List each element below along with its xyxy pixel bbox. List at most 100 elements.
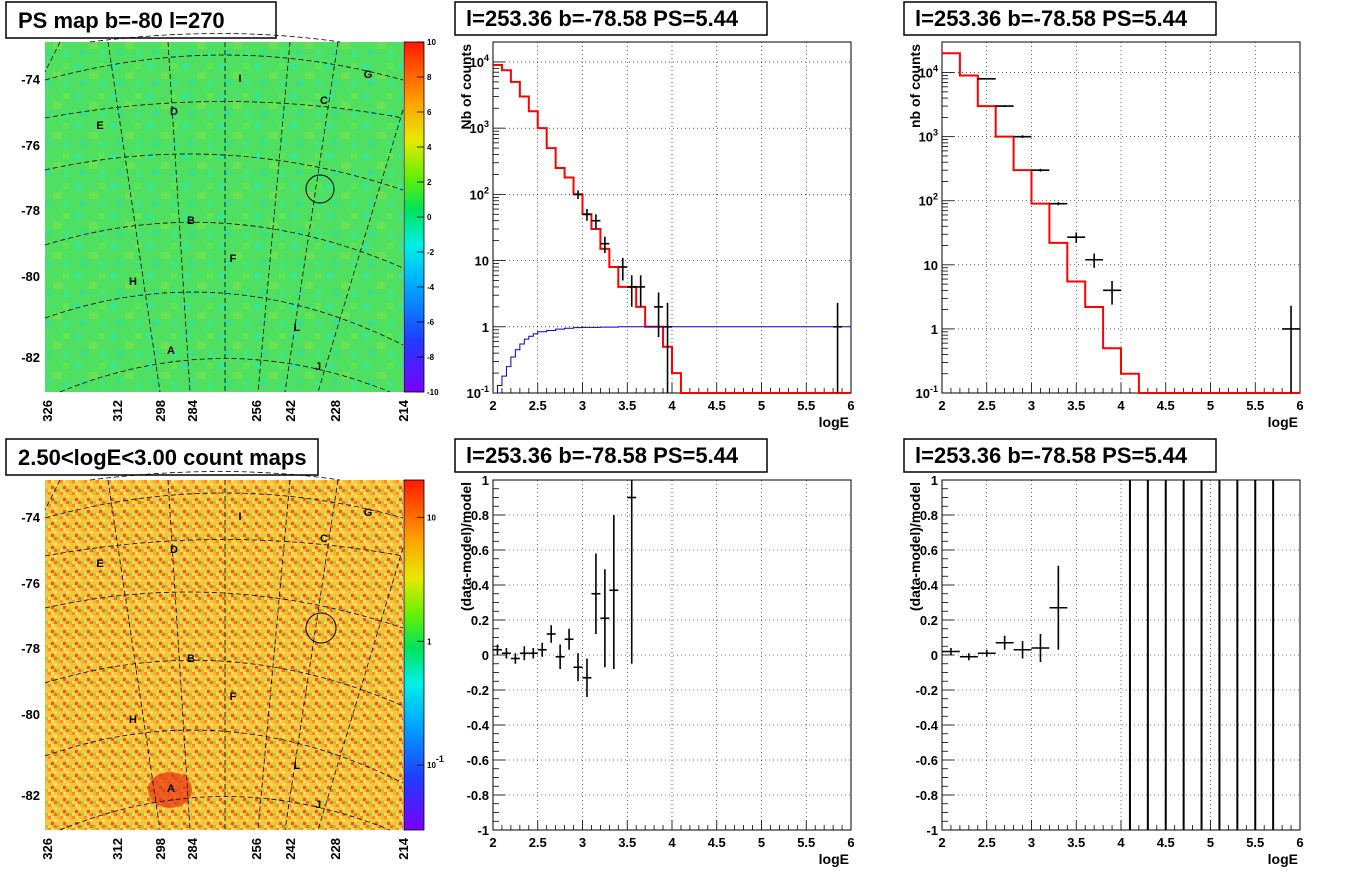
map-region-label: F: [230, 253, 237, 265]
map-x-tick-label: 298: [153, 838, 168, 860]
y-tick-label: 10-1: [916, 384, 938, 401]
count-map-title-box: [5, 438, 319, 476]
y-tick-label: 104: [470, 53, 489, 70]
y-axis-label: (data-model)/model: [907, 482, 923, 611]
x-tick-label: 3: [1028, 835, 1035, 850]
x-tick-label: 4.5: [1157, 835, 1175, 850]
colorbar-tick-label: 10: [427, 513, 436, 522]
y-tick-label: -1: [477, 823, 489, 838]
y-tick-label: -0.4: [467, 718, 490, 733]
map-region-label: L: [294, 760, 301, 772]
y-tick-label: -1: [926, 823, 938, 838]
colorbar-tick-label: 6: [427, 108, 432, 117]
map-x-tick-label: 228: [328, 400, 343, 422]
count-map-source-circle: [305, 612, 337, 644]
residual-1-title: l=253.36 b=-78.58 PS=5.44: [466, 443, 739, 468]
map-y-tick-label: -82: [21, 788, 40, 803]
colorbar-tick-label: -2: [427, 248, 435, 257]
map-region-label: J: [315, 799, 321, 811]
x-tick-label: 5.5: [797, 835, 815, 850]
y-tick-label: 0.2: [471, 613, 489, 628]
x-tick-label: 5.5: [1246, 835, 1264, 850]
colorbar-tick-label: -10: [427, 388, 439, 397]
colorbar-tick-label: 4: [427, 143, 432, 152]
map-region-label: E: [96, 120, 103, 132]
colorbar-tick-label: -6: [427, 318, 435, 327]
colorbar-tick-label: 10: [427, 38, 436, 47]
spectrum-1-title: l=253.36 b=-78.58 PS=5.44: [466, 6, 739, 31]
map-region-label: I: [238, 73, 241, 85]
map-region-label: H: [129, 714, 137, 726]
x-tick-label: 3.5: [1067, 835, 1085, 850]
map-x-tick-label: 256: [249, 838, 264, 860]
y-tick-label: 0: [482, 648, 489, 663]
map-region-label: I: [238, 511, 241, 523]
y-tick-label: 0.8: [471, 508, 489, 523]
map-x-tick-label: 312: [110, 400, 125, 422]
y-axis-label: nb of counts: [907, 44, 923, 128]
ps-map-colorbar: [404, 42, 424, 392]
x-tick-label: 4: [668, 398, 676, 413]
y-tick-label: 0.2: [920, 613, 938, 628]
colorbar-tick-label: 10-1: [427, 754, 444, 770]
x-tick-label: 2.5: [529, 835, 547, 850]
map-y-tick-label: -78: [21, 641, 40, 656]
map-x-tick-label: 256: [249, 400, 264, 422]
y-tick-label: 0.4: [471, 578, 490, 593]
map-region-label: B: [187, 653, 195, 665]
count-map-grid-lines: [44, 471, 404, 831]
y-axis-label: Nb of counts: [458, 44, 474, 130]
x-tick-label: 3.5: [1067, 398, 1085, 413]
map-region-label: C: [320, 533, 328, 545]
map-y-tick-label: -78: [21, 203, 40, 218]
colorbar-tick-label: -8: [427, 353, 435, 362]
colorbar-tick-label: -4: [427, 283, 435, 292]
map-x-tick-label: 326: [40, 838, 55, 860]
map-x-tick-label: 228: [328, 838, 343, 860]
x-tick-label: 3: [1028, 398, 1035, 413]
map-y-tick-label: -80: [21, 707, 40, 722]
y-tick-label: 104: [919, 64, 938, 81]
map-region-label: C: [320, 95, 328, 107]
y-tick-label: 0.8: [920, 508, 938, 523]
map-y-tick-label: -80: [21, 269, 40, 284]
x-tick-label: 5: [1207, 835, 1214, 850]
y-tick-label: 10: [475, 254, 489, 269]
map-region-label: L: [294, 322, 301, 334]
y-tick-label: 1: [482, 320, 489, 335]
x-tick-label: 4: [668, 835, 676, 850]
series-step-line: [493, 326, 851, 394]
spectrum-2-title: l=253.36 b=-78.58 PS=5.44: [915, 6, 1188, 31]
map-x-tick-label: 298: [153, 400, 168, 422]
map-x-tick-label: 312: [110, 838, 125, 860]
y-tick-label: 0: [931, 648, 938, 663]
x-tick-label: 5.5: [1246, 398, 1264, 413]
map-x-tick-label: 214: [396, 399, 411, 421]
x-axis-label: logE: [1268, 851, 1298, 867]
x-tick-label: 2.5: [978, 398, 996, 413]
count-map-title: 2.50<logE<3.00 count maps: [18, 445, 307, 470]
colorbar-tick-label: 2: [427, 178, 432, 187]
x-tick-label: 6: [1296, 398, 1303, 413]
map-x-tick-label: 242: [283, 400, 298, 422]
map-region-label: J: [315, 361, 321, 373]
x-tick-label: 5: [758, 398, 765, 413]
colorbar-tick-label: 0: [427, 213, 432, 222]
map-y-tick-label: -76: [21, 576, 40, 591]
y-tick-label: -0.6: [916, 753, 938, 768]
x-tick-label: 2: [938, 835, 945, 850]
x-tick-label: 6: [1296, 835, 1303, 850]
x-axis-label: logE: [819, 851, 849, 867]
y-tick-label: -0.4: [916, 718, 939, 733]
map-region-label: F: [230, 691, 237, 703]
x-tick-label: 4.5: [1157, 398, 1175, 413]
y-tick-label: 0.4: [920, 578, 939, 593]
y-tick-label: -0.8: [916, 788, 938, 803]
spectrum-2-title-box: [903, 1, 1217, 36]
x-tick-label: 5: [1207, 398, 1214, 413]
residual-1-title-box: [454, 438, 768, 473]
map-y-tick-label: -74: [21, 510, 41, 525]
x-tick-label: 2: [938, 398, 945, 413]
x-tick-label: 6: [847, 398, 854, 413]
